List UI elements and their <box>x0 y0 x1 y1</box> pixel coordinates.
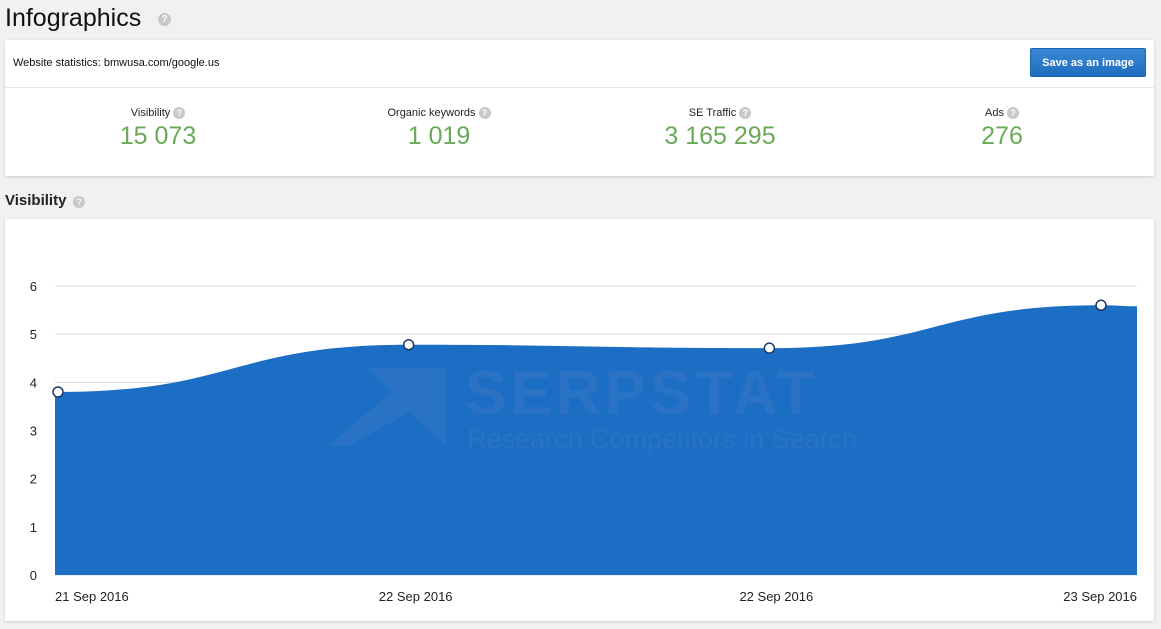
metric-label-text: Ads <box>985 107 1004 119</box>
data-point[interactable] <box>1095 299 1107 312</box>
stats-header: Website statistics: bmwusa.com/google.us… <box>5 40 1154 88</box>
help-icon[interactable]: ? <box>739 107 752 120</box>
serpstat-watermark: SERPSTAT Research Competitors in Search <box>328 359 857 454</box>
metric-label-text: SE Traffic <box>688 107 737 119</box>
help-icon[interactable]: ? <box>158 13 171 26</box>
save-as-image-button[interactable]: Save as an image <box>1030 48 1146 77</box>
metric-value: 15 073 <box>119 122 197 151</box>
metric-label: Ads? <box>902 107 1102 120</box>
metric-organic-keywords: Organic keywords? 1 019 <box>339 107 539 151</box>
data-point[interactable] <box>763 342 776 354</box>
metrics-row: Visibility? 15 073 Organic keywords? 1 0… <box>5 88 1154 176</box>
watermark-tagline: Research Competitors in Search <box>467 424 857 454</box>
metric-ads: Ads? 276 <box>902 107 1102 151</box>
help-icon[interactable]: ? <box>1006 107 1019 120</box>
visibility-section-title: Visibility <box>5 192 67 209</box>
metric-label-text: Organic keywords <box>387 107 476 119</box>
visibility-area <box>55 305 1137 575</box>
x-tick-label: 22 Sep 2016 <box>379 589 453 604</box>
metric-visibility: Visibility? 15 073 <box>58 107 258 151</box>
metric-label-text: Visibility <box>130 107 171 119</box>
data-point[interactable] <box>402 339 415 351</box>
data-point[interactable] <box>52 386 64 398</box>
watermark-brand: SERPSTAT <box>465 359 819 428</box>
y-tick-label: 5 <box>30 327 37 342</box>
x-axis-ticks: 21 Sep 2016 22 Sep 2016 22 Sep 2016 23 Sep … <box>55 589 1137 604</box>
help-icon[interactable]: ? <box>478 107 491 120</box>
website-statistics-label: Website statistics: bmwusa.com/google.us <box>13 57 220 69</box>
website-stats-card: Website statistics: bmwusa.com/google.us… <box>5 40 1154 176</box>
metric-value: 3 165 295 <box>664 122 776 151</box>
metric-label: Organic keywords? <box>339 107 539 120</box>
x-tick-label: 22 Sep 2016 <box>739 589 813 604</box>
metric-value: 276 <box>981 122 1023 151</box>
x-tick-label: 23 Sep 2016 <box>1063 589 1137 604</box>
y-tick-label: 1 <box>30 520 37 535</box>
y-tick-label: 0 <box>30 568 37 583</box>
help-icon[interactable]: ? <box>173 107 186 120</box>
page-title: Infographics <box>5 4 142 32</box>
x-tick-label: 21 Sep 2016 <box>55 589 129 604</box>
y-tick-label: 6 <box>30 279 37 294</box>
serpstat-logo-icon <box>328 368 446 446</box>
visibility-chart-card: SERPSTAT Research Competitors in Search … <box>5 219 1154 621</box>
metric-label: Visibility? <box>58 107 258 120</box>
y-tick-label: 2 <box>30 472 37 487</box>
metric-value: 1 019 <box>407 122 471 151</box>
y-axis-ticks: 0 1 2 3 4 5 6 <box>30 279 37 583</box>
metric-se-traffic: SE Traffic? 3 165 295 <box>620 107 820 151</box>
data-points <box>52 299 1107 398</box>
y-tick-label: 3 <box>30 424 37 439</box>
help-icon[interactable]: ? <box>73 196 85 208</box>
metric-label: SE Traffic? <box>620 107 820 120</box>
y-tick-label: 4 <box>30 375 37 390</box>
